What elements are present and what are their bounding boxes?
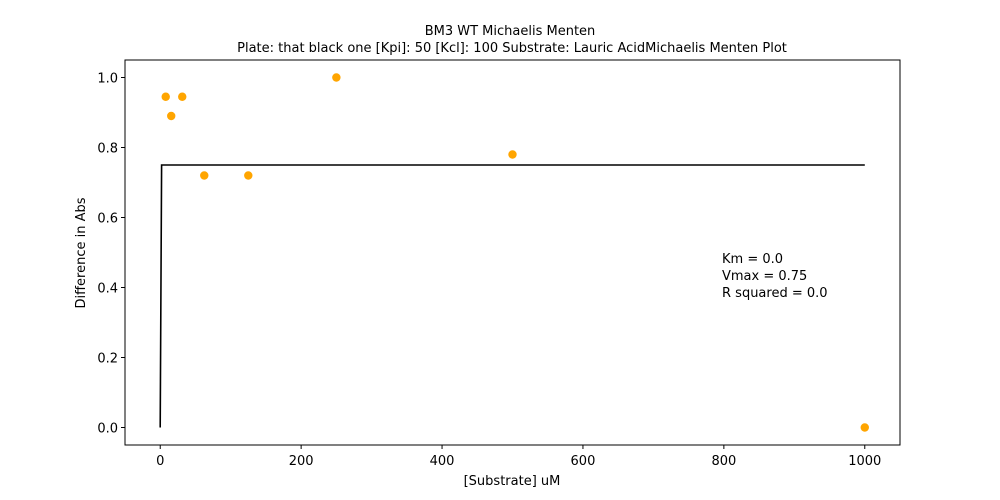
y-tick-label: 0.2 — [97, 352, 118, 367]
x-tick-label: 400 — [430, 454, 455, 469]
fit-curve-layer — [159, 164, 865, 428]
plot-area-frame — [124, 59, 901, 446]
x-tick-label: 200 — [289, 454, 314, 469]
y-tick-label: 0.0 — [97, 422, 118, 437]
data-point — [332, 73, 341, 82]
y-tick-label: 0.8 — [97, 142, 118, 157]
fit-curve-line — [159, 164, 865, 428]
chart-subtitle: Plate: that black one [Kpi]: 50 [Kcl]: 1… — [237, 41, 787, 56]
data-point — [178, 92, 187, 101]
data-point — [161, 92, 170, 101]
vmax-annotation: Vmax = 0.75 — [722, 269, 807, 284]
x-tick-label: 800 — [711, 454, 736, 469]
x-tick-label: 0 — [156, 454, 164, 469]
x-tick-label: 600 — [571, 454, 596, 469]
r-squared-annotation: R squared = 0.0 — [722, 286, 828, 301]
x-tick-label: 1000 — [848, 454, 881, 469]
data-point — [860, 423, 869, 432]
data-point — [508, 150, 517, 159]
km-annotation: Km = 0.0 — [722, 252, 783, 267]
chart-title: BM3 WT Michaelis Menten — [425, 24, 596, 39]
y-axis-label: Difference in Abs — [74, 197, 89, 308]
y-tick-label: 0.4 — [97, 282, 118, 297]
data-point — [244, 171, 253, 180]
data-points-layer — [161, 73, 869, 432]
y-axis-ticks: 0.0 0.2 0.4 0.6 0.8 1.0 — [97, 72, 125, 437]
y-tick-label: 1.0 — [97, 72, 118, 87]
x-axis-label: [Substrate] uM — [464, 474, 561, 489]
x-axis-ticks: 0 200 400 600 800 1000 — [156, 445, 881, 469]
data-point — [167, 111, 176, 121]
y-tick-label: 0.6 — [97, 212, 118, 227]
data-point — [200, 171, 209, 180]
